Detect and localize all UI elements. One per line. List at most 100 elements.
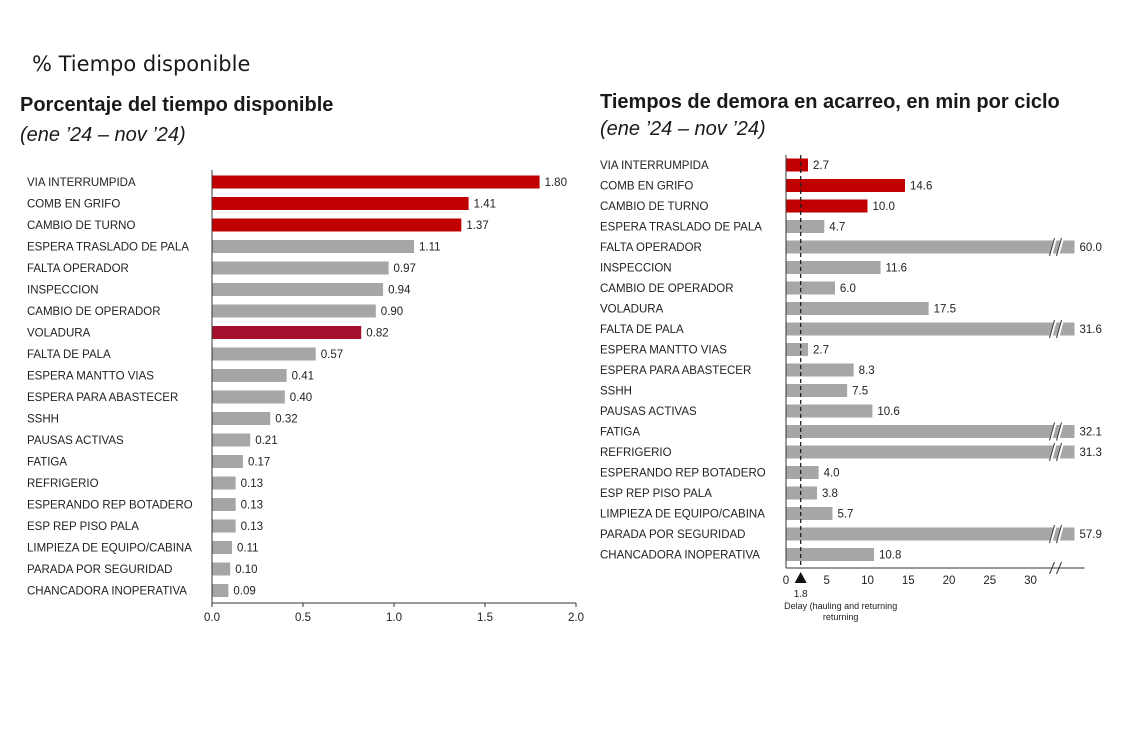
data-label: 7.5 [852, 386, 868, 398]
bar [786, 486, 817, 500]
bar [786, 322, 1075, 336]
bar [212, 283, 384, 296]
category-label: ESP REP PISO PALA [600, 488, 712, 500]
x-tick-label: 0 [783, 575, 789, 587]
axis-break-mark [1056, 422, 1064, 441]
bar [786, 179, 905, 192]
data-label: 11.6 [886, 263, 908, 275]
data-label: 10.0 [873, 201, 895, 213]
data-label: 0.21 [255, 435, 277, 447]
data-label: 0.10 [235, 564, 257, 576]
reference-value-label: 1.8 [794, 589, 808, 600]
axis-break-mark [1049, 422, 1057, 441]
x-tick-label: 15 [902, 575, 915, 587]
bar [212, 197, 469, 210]
data-label: 6.0 [840, 283, 856, 295]
axis-break-mark [1049, 237, 1055, 257]
bar [786, 199, 868, 213]
data-label: 0.57 [321, 349, 343, 361]
axis-break-mark [1049, 442, 1055, 462]
data-label: 0.40 [290, 392, 312, 404]
data-label: 0.11 [237, 543, 259, 555]
category-label: VIA INTERRUMPIDA [27, 177, 136, 189]
bar [786, 240, 1075, 254]
x-tick-label: 0.5 [295, 612, 311, 624]
data-label: 2.7 [813, 160, 829, 172]
data-label: 3.8 [822, 488, 838, 500]
data-label: 14.6 [910, 181, 932, 193]
category-label: REFRIGERIO [600, 447, 672, 459]
data-label: 1.37 [466, 220, 488, 232]
x-tick-label: 20 [943, 575, 956, 587]
right-chart-title: Tiempos de demora en acarreo, en min por… [600, 91, 1060, 113]
data-label: 0.09 [233, 586, 255, 598]
bar [212, 584, 229, 597]
bar [786, 281, 835, 295]
x-tick-label: 1.5 [477, 612, 493, 624]
axis-break-mark [1056, 442, 1064, 462]
bar [212, 519, 236, 533]
data-label: 31.3 [1080, 447, 1102, 459]
data-label: 0.17 [248, 457, 270, 469]
category-label: FATIGA [27, 457, 67, 469]
bar [786, 466, 819, 479]
category-label: LIMPIEZA DE EQUIPO/CABINA [27, 543, 192, 555]
left-bar-chart: VIA INTERRUMPIDA 1.80 COMB EN GRIFO 1.41 CAM… [27, 170, 584, 624]
category-label: COMB EN GRIFO [27, 199, 120, 211]
category-label: ESPERA MANTTO VIAS [600, 345, 727, 357]
category-label: INSPECCION [27, 285, 99, 297]
axis-break-mark [1049, 319, 1057, 339]
axis-break-mark [1049, 237, 1057, 257]
x-tick-label: 0.0 [204, 612, 220, 624]
bar [786, 527, 1075, 541]
data-label: 0.32 [275, 414, 297, 426]
category-label: PARADA POR SEGURIDAD [600, 529, 746, 541]
data-label: 1.80 [545, 177, 567, 189]
bar [212, 541, 233, 554]
category-label: FATIGA [600, 427, 640, 439]
category-label: PARADA POR SEGURIDAD [27, 564, 173, 576]
axis-break-mark [1056, 422, 1062, 441]
axis-break-mark [1056, 524, 1062, 544]
data-label: 17.5 [934, 304, 956, 316]
category-label: ESPERA TRASLADO DE PALA [600, 222, 762, 234]
category-label: ESPERA TRASLADO DE PALA [27, 242, 189, 254]
bar [212, 476, 236, 490]
category-label: SSHH [27, 414, 59, 426]
axis-break-mark [1056, 442, 1062, 462]
axis-break-mark [1049, 524, 1055, 544]
bar [212, 498, 236, 511]
left-chart-title: Porcentaje del tiempo disponible [20, 94, 334, 116]
bar [786, 302, 929, 315]
reference-caption: Delay (hauling and returning [784, 601, 897, 611]
axis-break-mark [1049, 524, 1057, 544]
bar [212, 562, 231, 576]
category-label: CAMBIO DE TURNO [600, 201, 708, 213]
axis-break-mark [1056, 319, 1064, 339]
category-label: VOLADURA [600, 304, 664, 316]
category-label: ESPERA MANTTO VIAS [27, 371, 154, 383]
left-chart-subtitle: (ene ’24 – nov ’24) [20, 124, 186, 146]
bar [786, 384, 848, 397]
category-label: ESP REP PISO PALA [27, 521, 139, 533]
data-label: 10.8 [879, 550, 901, 562]
axis-break-mark [1056, 561, 1062, 575]
category-label: LIMPIEZA DE EQUIPO/CABINA [600, 509, 765, 521]
category-label: INSPECCION [600, 263, 672, 275]
data-label: 57.9 [1080, 529, 1102, 541]
bar [212, 261, 389, 275]
bar [212, 240, 415, 253]
bar [786, 507, 833, 520]
category-label: CAMBIO DE OPERADOR [27, 306, 161, 318]
axis-break-mark [1049, 442, 1057, 462]
bar [212, 175, 540, 189]
bar [786, 363, 854, 377]
axis-break-mark [1049, 561, 1055, 575]
bar [212, 433, 251, 447]
category-label: ESPERA PARA ABASTECER [600, 365, 751, 377]
category-label: ESPERANDO REP BOTADERO [27, 500, 193, 512]
x-tick-label: 1.0 [386, 612, 402, 624]
reference-caption: returning [823, 612, 859, 622]
bar [212, 304, 376, 318]
category-label: CAMBIO DE TURNO [27, 220, 135, 232]
